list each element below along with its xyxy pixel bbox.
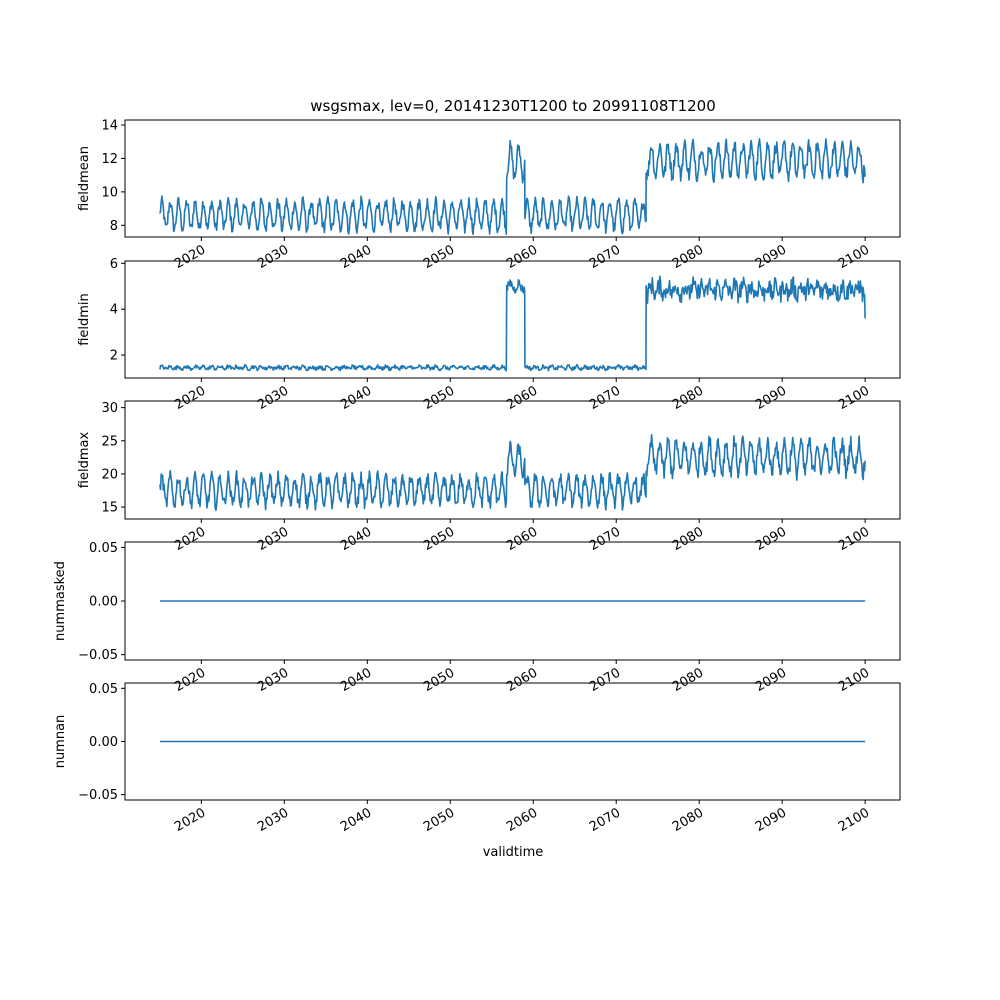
x-tick-label: 2070 [587, 805, 623, 835]
y-tick-label: 10 [101, 185, 118, 200]
y-tick-label: 4 [110, 303, 118, 318]
y-axis-label: fieldmin [77, 293, 92, 346]
y-tick-label: 8 [110, 219, 118, 234]
y-tick-label: 20 [101, 467, 118, 482]
y-tick-label: −0.05 [78, 648, 118, 663]
x-tick-label: 2090 [753, 242, 789, 272]
y-tick-label: 14 [101, 119, 118, 134]
x-tick-label: 2020 [172, 242, 208, 272]
y-axis-label: fieldmax [77, 432, 92, 489]
x-tick-label: 2100 [836, 805, 872, 835]
x-tick-label: 2040 [338, 383, 374, 413]
x-tick-label: 2080 [670, 665, 706, 695]
y-tick-label: 6 [110, 257, 118, 272]
subplot-numnan: −0.05 0.00 0.05 numnan 2020 2030 2040 2050 2060 2… [53, 682, 901, 835]
y-tick-label: 12 [101, 152, 118, 167]
x-tick-label: 2070 [587, 383, 623, 413]
x-tick-label: 2070 [587, 665, 623, 695]
x-tick-label: 2030 [255, 665, 291, 695]
y-axis-label: nummasked [53, 561, 68, 641]
x-tick-label: 2020 [172, 665, 208, 695]
x-tick-label: 2080 [670, 383, 706, 413]
x-tick-label: 2070 [587, 524, 623, 554]
y-tick-label: 0.05 [89, 682, 118, 697]
x-tick-label: 2020 [172, 383, 208, 413]
x-tick-label: 2080 [670, 805, 706, 835]
x-tick-label: 2060 [504, 242, 540, 272]
x-tick-label: 2050 [421, 383, 457, 413]
x-tick-label: 2090 [753, 524, 789, 554]
x-tick-label: 2090 [753, 665, 789, 695]
plot-frame [124, 119, 901, 238]
x-tick-label: 2100 [836, 242, 872, 272]
y-axis-label: numnan [53, 715, 68, 769]
series-line-fieldmean [159, 138, 866, 236]
x-tick-label: 2030 [255, 524, 291, 554]
x-tick-label: 2080 [670, 524, 706, 554]
x-tick-label: 2100 [836, 524, 872, 554]
y-tick-label: 2 [110, 349, 118, 364]
x-tick-label: 2020 [172, 524, 208, 554]
x-tick-label: 2100 [836, 383, 872, 413]
x-tick-label: 2090 [753, 805, 789, 835]
x-tick-label: 2060 [504, 383, 540, 413]
x-tick-label: 2040 [338, 242, 374, 272]
x-tick-label: 2040 [338, 805, 374, 835]
x-tick-label: 2030 [255, 242, 291, 272]
x-tick-label: 2020 [172, 805, 208, 835]
x-tick-label: 2100 [836, 665, 872, 695]
chart-title: wsgsmax, lev=0, 20141230T1200 to 2099110… [310, 97, 716, 115]
x-tick-label: 2050 [421, 242, 457, 272]
series-line-fieldmin [159, 275, 866, 372]
x-tick-label: 2060 [504, 524, 540, 554]
x-tick-label: 2040 [338, 524, 374, 554]
x-axis-label: validtime [483, 845, 544, 860]
y-axis-label: fieldmean [77, 146, 92, 211]
series-line-fieldmax [159, 434, 866, 512]
y-tick-label: 15 [101, 501, 118, 516]
x-tick-label: 2050 [421, 805, 457, 835]
y-tick-label: 30 [101, 401, 118, 416]
subplot-fieldmax: 15 20 25 30 fieldmax 2020 2030 2040 2050 2060 2070… [77, 400, 901, 554]
x-tick-label: 2080 [670, 242, 706, 272]
y-tick-label: 0.00 [89, 735, 118, 750]
x-tick-label: 2050 [421, 665, 457, 695]
subplot-fieldmin: 2 4 6 fieldmin 2020 2030 2040 2050 2060 2070 2080 2… [77, 257, 901, 413]
x-tick-label: 2060 [504, 665, 540, 695]
x-tick-label: 2050 [421, 524, 457, 554]
x-tick-label: 2030 [255, 805, 291, 835]
plot-frame [124, 400, 901, 520]
x-tick-label: 2040 [338, 665, 374, 695]
y-tick-label: 0.05 [89, 541, 118, 556]
x-tick-label: 2060 [504, 805, 540, 835]
y-tick-label: 25 [101, 434, 118, 449]
plot-frame [124, 260, 901, 379]
x-tick-label: 2090 [753, 383, 789, 413]
x-tick-label: 2070 [587, 242, 623, 272]
subplot-fieldmean: 8 10 12 14 fieldmean 2020 2030 2040 2050 2060 2070… [77, 119, 901, 272]
y-tick-label: 0.00 [89, 595, 118, 610]
subplot-nummasked: −0.05 0.00 0.05 nummasked 2020 2030 2040 2050 20… [53, 541, 901, 695]
y-tick-label: −0.05 [78, 788, 118, 803]
x-tick-label: 2030 [255, 383, 291, 413]
